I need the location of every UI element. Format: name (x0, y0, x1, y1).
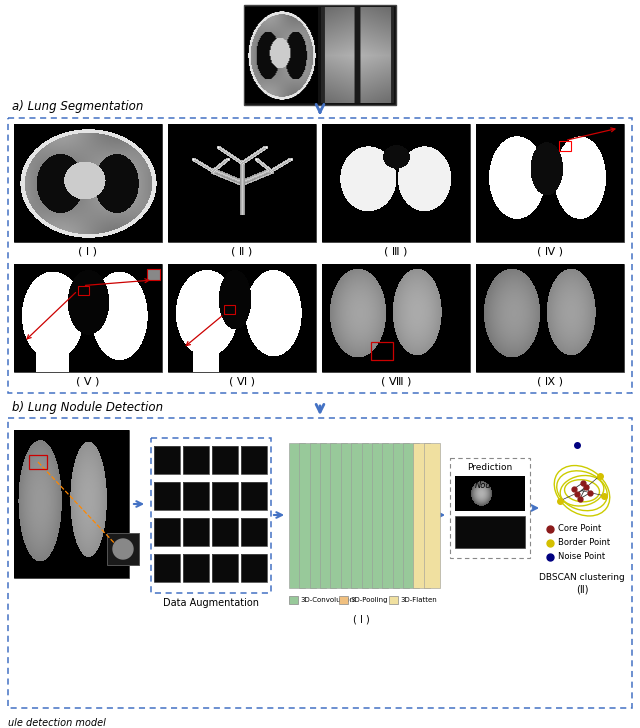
Text: Nodule: Nodule (476, 481, 505, 491)
Bar (212, 518, 238, 546)
Bar (14, 430, 129, 578)
Text: ( Ⅰ ): ( Ⅰ ) (353, 614, 369, 624)
Bar (340, 443, 357, 588)
Bar (183, 518, 209, 546)
Bar (241, 518, 267, 546)
Bar (168, 124, 316, 242)
Bar (339, 596, 348, 604)
Bar (29, 455, 47, 469)
Bar (476, 264, 624, 372)
Bar (212, 554, 238, 582)
Bar (14, 124, 162, 242)
Bar (559, 141, 571, 151)
Bar (183, 554, 209, 582)
Bar (310, 443, 326, 588)
Bar (300, 443, 316, 588)
Text: Other Tissue: Other Tissue (463, 528, 516, 537)
Bar (107, 533, 139, 565)
Bar (382, 443, 399, 588)
Bar (413, 443, 429, 588)
Text: Core Point: Core Point (558, 524, 601, 533)
Bar (147, 269, 160, 280)
Bar (224, 305, 236, 314)
Text: ( Ⅴ ): ( Ⅴ ) (76, 376, 100, 386)
Text: ule detection model: ule detection model (8, 718, 106, 728)
Text: ( Ⅸ ): ( Ⅸ ) (537, 376, 563, 386)
Bar (372, 443, 388, 588)
Bar (8, 118, 632, 393)
Text: DBSCAN clustering: DBSCAN clustering (539, 573, 625, 582)
Bar (183, 446, 209, 474)
Bar (168, 264, 316, 372)
Bar (322, 264, 470, 372)
Bar (392, 443, 409, 588)
Bar (183, 482, 209, 510)
Bar (371, 341, 393, 360)
Text: Prediction: Prediction (467, 463, 513, 472)
Bar (151, 438, 271, 593)
Bar (154, 518, 180, 546)
Bar (154, 482, 180, 510)
Bar (389, 596, 398, 604)
Bar (476, 124, 624, 242)
Bar (450, 458, 530, 558)
Text: a) Lung Segmentation: a) Lung Segmentation (12, 100, 143, 113)
Text: 3D-Flatten: 3D-Flatten (400, 597, 436, 603)
Bar (424, 443, 440, 588)
Text: ( Ⅷ ): ( Ⅷ ) (381, 376, 411, 386)
Bar (244, 5, 396, 105)
Bar (241, 446, 267, 474)
Text: ( Ⅵ ): ( Ⅵ ) (229, 376, 255, 386)
Bar (362, 443, 378, 588)
Circle shape (113, 539, 133, 559)
Bar (330, 443, 347, 588)
Text: Border Point: Border Point (558, 538, 610, 547)
Bar (455, 516, 525, 548)
Bar (351, 443, 367, 588)
Bar (212, 482, 238, 510)
Bar (241, 482, 267, 510)
Text: b) Lung Nodule Detection: b) Lung Nodule Detection (12, 401, 163, 414)
Text: 3D-Convolution: 3D-Convolution (300, 597, 354, 603)
Text: ( Ⅱ ): ( Ⅱ ) (232, 246, 253, 256)
Bar (403, 443, 419, 588)
Bar (289, 596, 298, 604)
Bar (154, 446, 180, 474)
Text: Noise Point: Noise Point (558, 553, 605, 561)
Bar (8, 418, 632, 708)
Bar (320, 443, 337, 588)
Text: ( Ⅲ ): ( Ⅲ ) (384, 246, 408, 256)
Text: Data Augmentation: Data Augmentation (163, 598, 259, 608)
Bar (212, 446, 238, 474)
Text: ( Ⅰ ): ( Ⅰ ) (79, 246, 97, 256)
Text: (Ⅱ): (Ⅱ) (576, 584, 588, 594)
Text: 3D-Pooling: 3D-Pooling (350, 597, 387, 603)
Bar (322, 124, 470, 242)
Bar (289, 443, 305, 588)
Bar (14, 264, 162, 372)
Text: ( Ⅳ ): ( Ⅳ ) (537, 246, 563, 256)
Bar (241, 554, 267, 582)
Bar (77, 285, 88, 295)
Bar (154, 554, 180, 582)
